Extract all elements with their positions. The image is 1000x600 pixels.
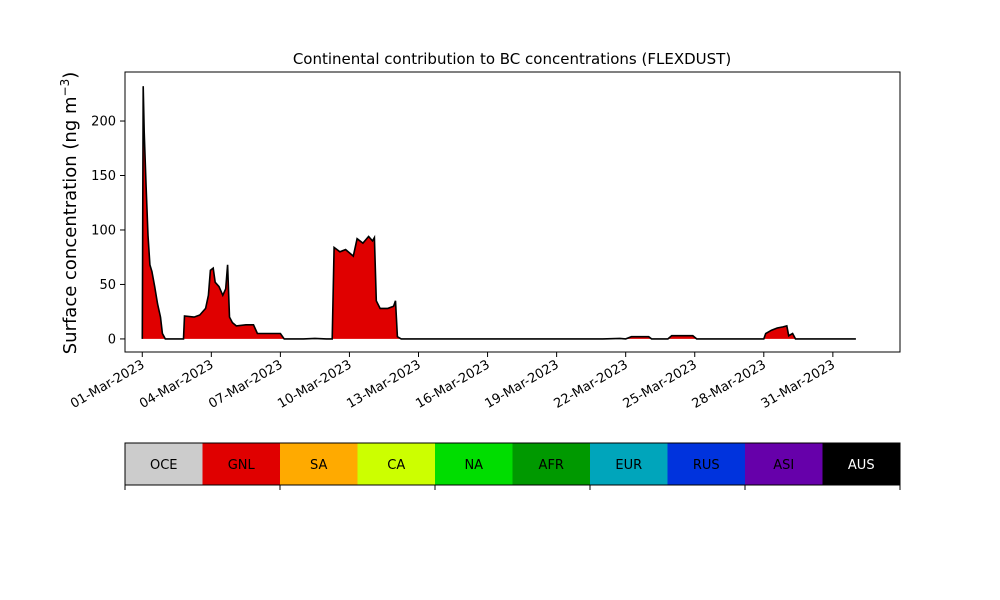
y-tick-label: 200	[91, 115, 116, 130]
colorbar-swatch-sa	[280, 443, 358, 485]
area-series-gnl	[142, 86, 856, 339]
chart-title: Continental contribution to BC concentra…	[293, 50, 731, 68]
x-tick-label: 16-Mar-2023	[413, 357, 492, 411]
x-tick-label: 19-Mar-2023	[482, 357, 561, 411]
colorbar-label-sa: SA	[310, 458, 327, 473]
colorbar-swatch-eur	[590, 443, 668, 485]
x-tick-label: 01-Mar-2023	[68, 357, 147, 411]
y-tick-label: 150	[91, 169, 116, 184]
x-tick-label: 25-Mar-2023	[621, 357, 700, 411]
colorbar-label-oce: OCE	[150, 458, 178, 473]
x-tick-label: 07-Mar-2023	[206, 357, 285, 411]
x-tick-label: 28-Mar-2023	[690, 357, 769, 411]
colorbar-swatch-afr	[512, 443, 591, 485]
colorbar-swatch-na	[435, 443, 513, 485]
y-tick-label: 100	[91, 223, 116, 238]
plot-frame	[124, 71, 901, 353]
colorbar-swatch-oce	[125, 443, 203, 485]
colorbar-swatch-aus	[822, 443, 901, 485]
y-axis-label: Surface concentration (ng m−3)	[58, 72, 81, 355]
colorbar-label-gnl: GNL	[228, 458, 256, 473]
x-axis-ticks: 01-Mar-202304-Mar-202307-Mar-202310-Mar-…	[68, 352, 838, 412]
plot-area	[141, 86, 856, 340]
total-line	[141, 86, 856, 340]
y-axis-ticks: 0 50 100 150 200	[91, 115, 125, 347]
colorbar-swatch-ca	[357, 443, 436, 485]
y-tick-label: 50	[99, 278, 116, 293]
colorbar-label-afr: AFR	[539, 458, 564, 473]
x-tick-label: 13-Mar-2023	[344, 357, 423, 411]
colorbar-label-asi: ASI	[773, 458, 794, 473]
colorbar-label-na: NA	[464, 458, 483, 473]
colorbar-swatch-asi	[745, 443, 823, 485]
y-tick-label: 0	[108, 332, 116, 347]
x-tick-label: 04-Mar-2023	[137, 357, 216, 411]
colorbar-legend: OCE GNL SA CA NA AFR EUR RUS ASI AUS	[124, 442, 901, 490]
x-tick-label: 22-Mar-2023	[552, 357, 631, 411]
colorbar-label-eur: EUR	[615, 458, 642, 473]
colorbar-frame	[124, 442, 901, 486]
colorbar-label-rus: RUS	[693, 458, 720, 473]
colorbar-label-ca: CA	[387, 458, 405, 473]
x-tick-label: 10-Mar-2023	[275, 357, 354, 411]
colorbar-label-aus: AUS	[848, 458, 875, 473]
colorbar-swatch-gnl	[202, 443, 281, 485]
colorbar-swatch-rus	[667, 443, 746, 485]
x-tick-label: 31-Mar-2023	[759, 357, 838, 411]
